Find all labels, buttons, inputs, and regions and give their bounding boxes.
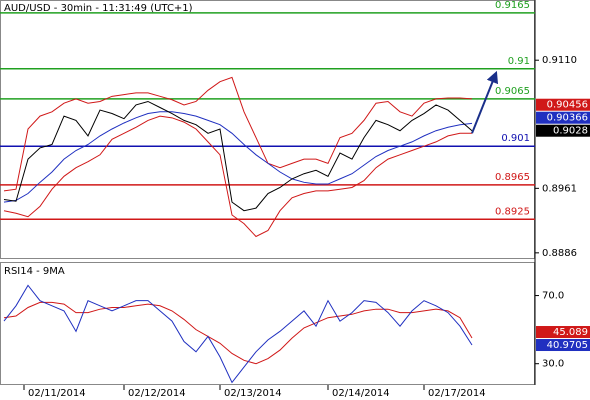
price-tag-label: 0.90366 — [547, 113, 588, 124]
chart-title: AUD/USD - 30min - 11:31:49 (UTC+1) — [4, 3, 193, 14]
y-tick-label: 0.9110 — [542, 55, 577, 66]
price-tag-label: 45.089 — [553, 327, 588, 338]
rsi-panel — [0, 262, 535, 385]
series-line — [3, 76, 473, 192]
price-tag-label: 40.9705 — [547, 340, 588, 351]
series-line — [3, 100, 473, 212]
level-label: 0.901 — [501, 133, 530, 144]
level-label: 0.9065 — [495, 86, 530, 97]
level-label: 0.8925 — [495, 206, 530, 217]
level-label: 0.91 — [508, 56, 530, 67]
y-tick-label: 0.8961 — [542, 183, 577, 194]
series-line — [3, 301, 473, 365]
series-line — [3, 115, 472, 238]
price-tag — [536, 339, 590, 352]
price-tag-label: 0.9028 — [553, 126, 588, 137]
y-tick-label: 30.0 — [542, 359, 564, 370]
level-label: 0.9165 — [495, 0, 530, 11]
price-tag — [536, 124, 590, 137]
series-line — [3, 284, 473, 384]
rsi-title: RSI14 - 9MA — [4, 266, 65, 277]
x-tick-label: 02/11/2014 — [28, 388, 86, 399]
series-line — [3, 111, 473, 203]
price-tag — [536, 111, 590, 124]
projection-arrow — [471, 70, 499, 134]
x-tick-label: 02/13/2014 — [224, 388, 282, 399]
y-tick-label: 70.0 — [542, 291, 564, 302]
x-tick-label: 02/17/2014 — [428, 388, 486, 399]
y-tick-label: 0.8886 — [542, 248, 577, 259]
level-label: 0.8965 — [495, 172, 530, 183]
price-tag — [536, 326, 590, 339]
price-tag-label: 0.90456 — [547, 100, 588, 111]
price-tag — [536, 98, 590, 111]
x-tick-label: 02/14/2014 — [332, 388, 390, 399]
x-tick-label: 02/12/2014 — [128, 388, 186, 399]
